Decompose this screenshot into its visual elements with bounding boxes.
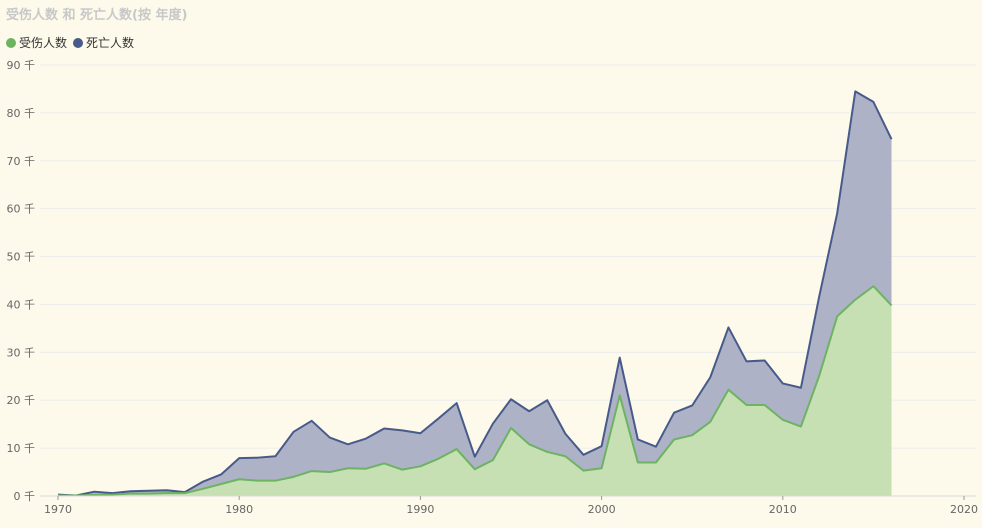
injured-area (58, 286, 892, 496)
legend-dot-injured (6, 37, 16, 48)
x-tick-label: 2000 (588, 503, 616, 516)
y-tick-label: 90 千 (7, 59, 36, 72)
y-tick-label: 50 千 (7, 251, 36, 264)
legend-label-deaths: 死亡人数 (86, 36, 135, 50)
x-tick-label: 2020 (950, 503, 978, 516)
x-tick-label: 1980 (225, 503, 253, 516)
y-tick-label: 60 千 (7, 203, 36, 216)
y-tick-label: 40 千 (7, 298, 36, 311)
y-tick-label: 0 千 (14, 490, 36, 503)
y-tick-label: 20 千 (7, 394, 36, 407)
legend-item-deaths[interactable]: 死亡人数 (73, 34, 134, 51)
y-tick-label: 30 千 (7, 346, 36, 359)
legend-dot-deaths (73, 37, 84, 48)
deaths-line (57, 90, 893, 497)
y-tick-label: 80 千 (7, 107, 36, 120)
legend-item-injured[interactable]: 受伤人数 (6, 34, 67, 51)
area-layer (57, 90, 893, 497)
axis-layer: 0 千 10 千 20 千 30 千 40 千 50 千 60 千 70 千 80 千 90 千 1… (7, 59, 979, 516)
legend: 受伤人数 死亡人数 (6, 34, 134, 51)
chart-title: 受伤人数 和 死亡人数(按 年度) (6, 8, 188, 23)
legend-label-injured: 受伤人数 (19, 36, 68, 50)
x-tick-label: 1970 (44, 503, 72, 516)
x-tick-label: 2010 (769, 503, 797, 516)
y-tick-label: 10 千 (7, 442, 36, 455)
y-tick-label: 70 千 (7, 155, 36, 168)
injured-line (58, 285, 893, 497)
x-tick-label: 1990 (406, 503, 434, 516)
